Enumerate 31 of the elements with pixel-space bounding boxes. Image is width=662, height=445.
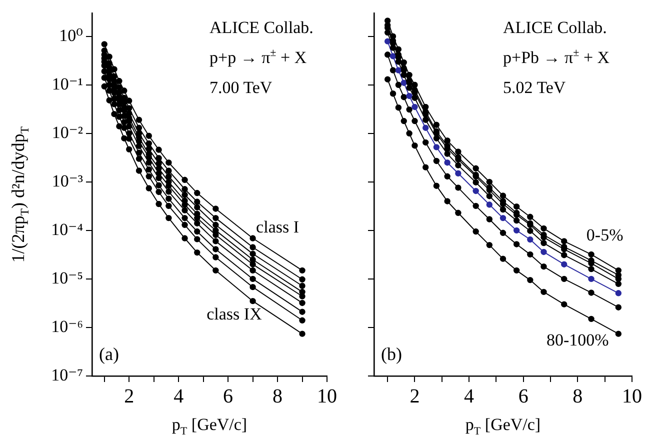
annotation: ALICE Collab. (210, 18, 314, 37)
series-label: 80-100% (546, 330, 609, 350)
annotation: (a) (99, 344, 119, 364)
y-tick-label: 10⁻³ (52, 171, 83, 190)
y-axis-title: 1/(2πpT) d²n/dydpT (8, 126, 32, 263)
y-tick-label: 10⁻⁵ (51, 268, 84, 288)
y-tick-label: 10⁻¹ (52, 74, 83, 94)
annotation: ALICE Collab. (503, 18, 607, 37)
y-tick-label: 10⁰ (59, 26, 84, 45)
x-tick-label: 8 (572, 385, 583, 408)
x-tick-label: 10 (317, 385, 337, 408)
annotation: p+p → π± + X (210, 47, 307, 67)
x-tick-label: 8 (272, 385, 283, 408)
x-tick-label: 6 (518, 385, 528, 408)
x-tick-label: 2 (124, 385, 134, 408)
x-tick-label: 10 (622, 385, 642, 408)
x-tick-label: 4 (174, 385, 184, 408)
annotation: (b) (381, 344, 402, 364)
x-tick-label: 4 (464, 385, 474, 408)
y-tick-label: 10⁻² (52, 122, 83, 142)
annotation: 5.02 TeV (503, 78, 566, 97)
y-tick-label: 10⁻⁷ (51, 365, 84, 384)
series-label: class IX (206, 304, 262, 324)
series-label: class I (256, 217, 300, 236)
x-tick-label: 2 (410, 385, 420, 408)
y-tick-label: 10⁻⁴ (51, 220, 84, 239)
x-tick-label: 6 (223, 385, 234, 408)
y-tick-label: 10⁻⁶ (51, 316, 84, 336)
series-label: 0-5% (586, 225, 624, 244)
annotation: 7.00 TeV (210, 78, 273, 97)
annotation: p+Pb → π± + X (503, 47, 610, 67)
